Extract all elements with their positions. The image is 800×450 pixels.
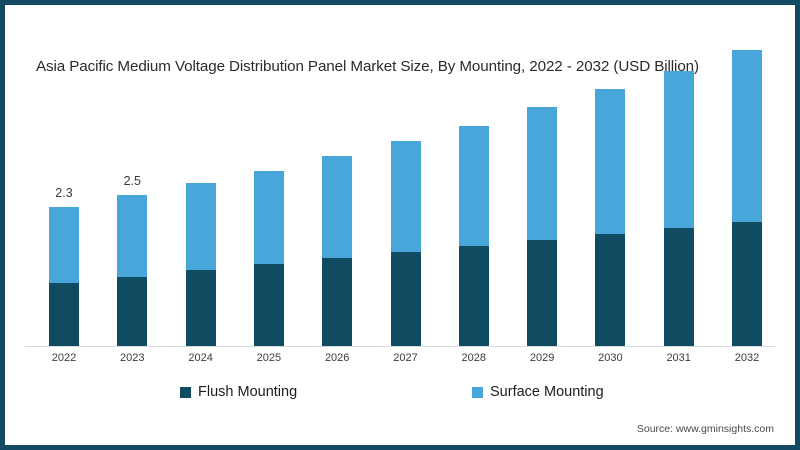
- card-border-left: [0, 0, 5, 450]
- bar-segment-flush-2031[interactable]: [663, 228, 694, 346]
- bar-segment-flush-2032[interactable]: [732, 222, 762, 346]
- x-axis-line: [25, 346, 775, 347]
- bar-segment-flush-2030[interactable]: [595, 234, 626, 346]
- legend-label-surface: Surface Mounting: [490, 384, 604, 400]
- card-border-bottom: [0, 445, 800, 450]
- bar-column-2029[interactable]: [527, 107, 558, 346]
- data-label-2023: 2.5: [123, 174, 141, 188]
- bar-column-2031[interactable]: [663, 71, 694, 346]
- x-axis-tick-2031: 2031: [666, 352, 691, 364]
- bar-segment-surface-2024[interactable]: [185, 182, 216, 271]
- bar-segment-surface-2028[interactable]: [458, 125, 489, 247]
- x-axis-tick-2030: 2030: [598, 352, 623, 364]
- data-label-2022: 2.3: [55, 186, 73, 201]
- bar-segment-flush-2028[interactable]: [458, 246, 489, 346]
- bar-column-2030[interactable]: [595, 89, 626, 346]
- bar-segment-flush-2023[interactable]: [117, 276, 148, 346]
- bar-segment-surface-2026[interactable]: [322, 155, 353, 259]
- card-border-right: [795, 0, 800, 450]
- bar-segment-flush-2022[interactable]: [49, 282, 79, 346]
- bar-column-2024[interactable]: [185, 182, 216, 346]
- bar-segment-flush-2025[interactable]: [253, 264, 284, 346]
- x-axis-tick-2026: 2026: [324, 352, 350, 364]
- bar-column-2023[interactable]: [117, 195, 148, 346]
- bar-column-2028[interactable]: [458, 125, 489, 346]
- x-axis-tick-2027: 2027: [393, 352, 418, 364]
- bar-segment-surface-2022[interactable]: [49, 207, 79, 283]
- x-axis-tick-2023: 2023: [120, 352, 145, 364]
- legend-swatch-icon-flush: [180, 386, 191, 398]
- legend-swatch-icon-surface: [472, 386, 483, 398]
- x-axis-tick-2028: 2028: [461, 352, 487, 364]
- bar-segment-surface-2029[interactable]: [527, 107, 558, 241]
- bar-column-2026[interactable]: [322, 155, 353, 346]
- x-axis-tick-2025: 2025: [256, 352, 282, 364]
- bar-segment-flush-2029[interactable]: [527, 240, 558, 346]
- legend-label-flush: Flush Mounting: [198, 384, 298, 400]
- bar-segment-surface-2025[interactable]: [253, 170, 284, 265]
- x-axis-tick-2022: 2022: [51, 352, 77, 364]
- bar-segment-flush-2027[interactable]: [390, 252, 421, 346]
- bar-segment-surface-2032[interactable]: [732, 50, 762, 223]
- bar-column-2025[interactable]: [253, 170, 284, 346]
- bar-segment-surface-2023[interactable]: [117, 195, 148, 277]
- legend-item-flush-mounting[interactable]: Flush Mounting: [180, 384, 297, 400]
- bar-segment-surface-2031[interactable]: [663, 71, 694, 229]
- x-axis-tick-2024: 2024: [188, 352, 213, 364]
- x-axis-tick-2032: 2032: [734, 352, 760, 364]
- source-attribution: Source: www.gminsights.com: [636, 423, 774, 435]
- bar-column-2032[interactable]: [732, 50, 762, 346]
- card-border-top: [0, 0, 800, 5]
- chart-legend: Flush Mounting Surface Mounting: [0, 384, 800, 406]
- bar-segment-surface-2030[interactable]: [595, 89, 626, 235]
- bar-segment-flush-2026[interactable]: [322, 258, 353, 346]
- legend-item-surface-mounting[interactable]: Surface Mounting: [472, 384, 604, 400]
- chart-title: Asia Pacific Medium Voltage Distribution…: [36, 58, 699, 75]
- x-axis-tick-2029: 2029: [529, 352, 555, 364]
- bar-column-2027[interactable]: [390, 140, 421, 346]
- bar-segment-surface-2027[interactable]: [390, 140, 421, 253]
- bar-column-2022[interactable]: [49, 207, 79, 346]
- bar-segment-flush-2024[interactable]: [185, 270, 216, 346]
